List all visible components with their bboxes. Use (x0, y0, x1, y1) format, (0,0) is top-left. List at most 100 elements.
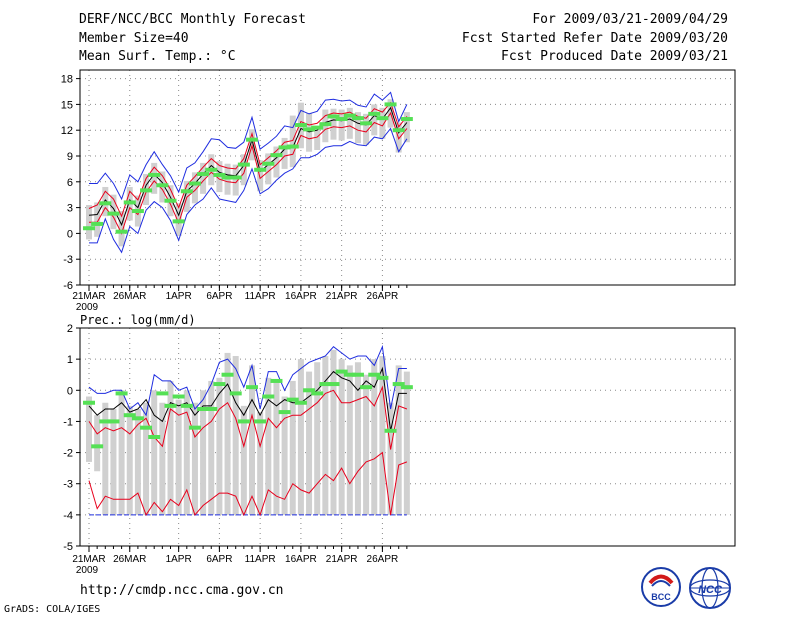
temperature-observed-marker (262, 161, 275, 166)
precipitation-observed-marker (311, 391, 324, 396)
temperature-lower-spread-line (89, 111, 408, 235)
precipitation-range-bar (297, 359, 304, 515)
precipitation-xtick-label: 16APR (285, 554, 317, 565)
precipitation-range-bar (395, 365, 402, 515)
temperature-observed-marker (156, 183, 169, 188)
grads-credit: GrADS: COLA/IGES (4, 604, 101, 615)
precip-axis-label: Prec.: log(mm/d) (80, 313, 196, 327)
precipitation-observed-marker (303, 388, 316, 393)
precipitation-observed-marker (213, 382, 226, 387)
temperature-ytick-label: 18 (61, 74, 73, 86)
temperature-ytick-label: 9 (67, 151, 73, 163)
temperature-observed-marker (400, 117, 413, 122)
precipitation-observed-marker (140, 425, 153, 430)
precipitation-xtick-label: 1APR (166, 554, 192, 565)
precipitation-ytick-label: -3 (63, 479, 73, 491)
precipitation-range-bar (110, 408, 117, 515)
precipitation-range-bar (232, 356, 239, 515)
temperature-observed-marker (303, 127, 316, 132)
temperature-observed-marker (123, 200, 136, 205)
temperature-observed-marker (205, 167, 218, 172)
precipitation-range-bar (354, 362, 361, 515)
temperature-range-bar (200, 162, 207, 194)
precipitation-observed-marker (254, 419, 267, 424)
precipitation-observed-marker (115, 391, 128, 396)
precipitation-observed-marker (319, 382, 332, 387)
temperature-observed-marker (107, 211, 120, 216)
temperature-range-bar (371, 104, 378, 136)
precipitation-range-bar (216, 377, 223, 515)
precipitation-observed-marker (91, 444, 104, 449)
precipitation-ytick-label: 2 (67, 323, 73, 335)
precipitation-max-envelope-line (88, 344, 407, 417)
precipitation-xtick-label: 26MAR (113, 554, 146, 565)
precipitation-range-bar (167, 380, 174, 515)
temperature-observed-marker (188, 181, 201, 186)
precipitation-xtick-label: 26APR (367, 554, 399, 565)
precipitation-observed-marker (197, 406, 210, 411)
temperature-observed-marker (213, 172, 226, 177)
precipitation-range-bar (94, 415, 101, 472)
temperature-range-bar (403, 112, 410, 143)
temperature-observed-marker (197, 172, 210, 177)
precipitation-observed-marker (294, 400, 307, 405)
precipitation-range-bar (379, 356, 386, 515)
precipitation-range-bar (289, 380, 296, 515)
temperature-xtick-label: 26APR (367, 291, 399, 302)
precipitation-ytick-label: 1 (67, 354, 73, 366)
temperature-observed-marker (164, 198, 177, 203)
precipitation-range-bar (224, 352, 231, 515)
precipitation-observed-marker (229, 391, 242, 396)
forecast-period: For 2009/03/21-2009/04/29 (532, 12, 728, 27)
temperature-observed-marker (270, 153, 283, 158)
precipitation-range-bar (403, 371, 410, 515)
temperature-range-bar (118, 211, 125, 247)
temperature-xtick-label: 26MAR (113, 291, 146, 302)
precipitation-observed-marker (392, 382, 405, 387)
temperature-panel: -6 -3 0 3 6 9 12 15 18 21MAR 26MAR 1APR 6APR 11APR 16A… (61, 69, 736, 313)
temperature-ytick-label: 0 (67, 228, 73, 240)
precipitation-range-bar (126, 405, 133, 515)
temperature-observed-marker (286, 144, 299, 149)
temperature-observed-marker (384, 102, 397, 107)
precipitation-range-bar (371, 359, 378, 515)
precipitation-ytick-label: -2 (63, 448, 73, 460)
temperature-range-bar (273, 146, 280, 178)
precipitation-observed-marker (164, 403, 177, 408)
chart-title: DERF/NCC/BCC Monthly Forecast (79, 12, 306, 27)
precipitation-upper-spread-line (88, 385, 408, 450)
temperature-observed-marker (368, 111, 381, 116)
precipitation-range-bar (346, 365, 353, 515)
temperature-observed-marker (91, 221, 104, 226)
precipitation-xtick-label: 11APR (245, 554, 276, 565)
temperature-range-bar (240, 154, 247, 186)
precipitation-observed-marker (327, 382, 340, 387)
temperature-ytick-label: 3 (67, 203, 73, 215)
temperature-xtick-label: 21MAR (72, 291, 105, 302)
precipitation-observed-marker (286, 397, 299, 402)
precipitation-range-bar (175, 399, 182, 515)
precipitation-observed-marker (376, 375, 389, 380)
temperature-observed-marker (294, 123, 307, 128)
precipitation-observed-marker (123, 413, 136, 418)
precipitation-range-bar (281, 396, 288, 515)
precipitation-observed-marker (237, 419, 250, 424)
temperature-range-bar (346, 107, 353, 139)
precipitation-range-bar (151, 390, 158, 515)
precipitation-observed-marker (360, 385, 373, 390)
temperature-observed-marker (392, 128, 405, 133)
member-size-label: Member Size=40 (79, 31, 189, 46)
precipitation-range-bar (208, 380, 215, 515)
precipitation-xtick-label: 21MAR (72, 554, 105, 565)
precipitation-observed-marker (262, 394, 275, 399)
temperature-ytick-label: 12 (61, 125, 73, 137)
source-url[interactable]: http://cmdp.ncc.cma.gov.cn (80, 583, 284, 598)
temperature-range-bar (232, 164, 239, 196)
temperature-range-bar (183, 180, 190, 212)
precipitation-ytick-label: -4 (63, 510, 73, 522)
precipitation-observed-marker (83, 400, 95, 405)
temperature-observed-marker (83, 226, 95, 231)
precipitation-range-bar (86, 396, 92, 462)
temperature-xtick-label: 1APR (166, 291, 192, 302)
precipitation-range-bar (265, 377, 272, 515)
